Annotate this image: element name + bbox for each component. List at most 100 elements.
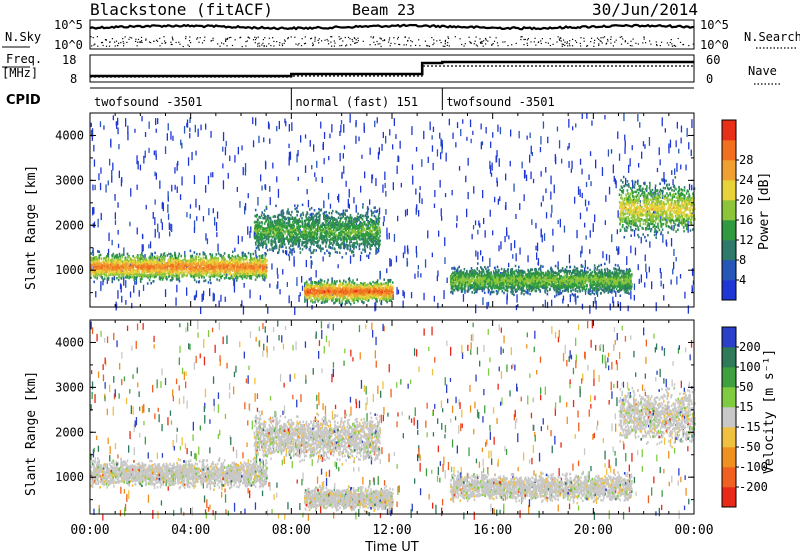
power-noise-cell <box>671 170 672 175</box>
power-noise-cell <box>580 159 581 165</box>
noise-search-dot <box>610 39 611 40</box>
power-noise-cell <box>267 306 268 313</box>
power-noise-cell <box>543 196 544 202</box>
power-noise-cell <box>374 121 375 127</box>
noise-search-dot <box>187 45 188 46</box>
noise-search-dot <box>445 40 446 41</box>
noise-search-dot <box>674 45 675 46</box>
power-echo-cell <box>236 261 238 264</box>
power-noise-cell <box>213 208 214 213</box>
noise-search-dot <box>469 41 470 42</box>
nave-label: Nave <box>748 64 777 78</box>
power-noise-cell <box>381 144 382 151</box>
power-noise-cell <box>551 205 552 213</box>
power-echo-cell <box>128 260 130 263</box>
power-noise-cell <box>432 145 433 151</box>
power-echo-cell <box>140 266 142 269</box>
power-noise-cell <box>112 240 113 245</box>
noise-search-dot <box>460 38 461 39</box>
power-echo-cell <box>218 271 220 274</box>
power-echo-cell <box>211 274 213 277</box>
power-noise-cell <box>586 114 587 119</box>
power-noise-cell <box>205 124 206 130</box>
power-noise-cell <box>149 122 150 129</box>
power-noise-cell <box>492 230 493 235</box>
power-noise-cell <box>209 288 210 296</box>
power-noise-cell <box>238 147 239 155</box>
power-noise-cell <box>498 199 499 205</box>
power-echo-cell <box>229 262 231 265</box>
noise-search-dot <box>485 43 486 44</box>
noise-search-dot <box>483 46 484 47</box>
power-echo-cell <box>117 264 119 267</box>
noise-search-dot <box>266 46 267 47</box>
power-echo-cell <box>222 269 224 272</box>
power-noise-cell <box>364 123 365 131</box>
power-noise-cell <box>289 157 290 166</box>
noise-search-dot <box>345 45 346 46</box>
power-echo-cell <box>246 262 248 265</box>
power-echo-cell <box>379 217 381 220</box>
power-noise-cell <box>434 190 435 197</box>
power-noise-cell <box>468 158 469 166</box>
noise-search-dot <box>611 36 612 37</box>
power-noise-cell <box>210 173 211 178</box>
power-echo-cell <box>227 274 229 277</box>
noise-search-dot <box>115 45 116 46</box>
power-noise-cell <box>439 133 440 139</box>
power-echo-cell <box>167 254 169 257</box>
noise-search-dot <box>170 42 171 43</box>
power-echo-cell <box>136 262 138 265</box>
noise-search-dot <box>262 43 263 44</box>
noise-search-dot <box>404 44 405 45</box>
noise-search-dot <box>540 40 541 41</box>
power-noise-cell <box>205 233 206 240</box>
power-noise-cell <box>272 163 273 169</box>
power-noise-cell <box>441 208 442 216</box>
power-echo-cell <box>269 248 271 251</box>
noise-search-dot <box>328 43 329 44</box>
noise-search-dot <box>225 38 226 39</box>
noise-search-dot <box>432 44 433 45</box>
power-echo-cell <box>133 262 135 265</box>
power-noise-cell <box>665 128 666 132</box>
power-echo-cell <box>375 247 377 250</box>
power-noise-cell <box>486 302 487 309</box>
power-noise-cell <box>673 262 674 269</box>
power-echo-cell <box>186 268 188 271</box>
power-echo-cell <box>171 255 173 257</box>
noise-search-dot <box>603 37 604 38</box>
power-noise-cell <box>651 281 652 289</box>
power-echo-cell <box>162 270 164 273</box>
noise-search-dot <box>591 38 592 39</box>
power-echo-cell <box>310 252 312 255</box>
power-echo-cell <box>120 270 122 273</box>
power-echo-cell <box>112 280 114 283</box>
power-noise-cell <box>407 209 408 216</box>
power-noise-cell <box>540 136 541 144</box>
power-noise-cell <box>628 165 629 173</box>
power-noise-cell <box>623 113 624 121</box>
power-noise-cell <box>279 289 280 294</box>
nave-tick-bottom: 0 <box>706 72 713 86</box>
noise-search-dot <box>644 39 645 40</box>
noise-search-dot <box>176 42 177 43</box>
power-echo-cell <box>244 275 246 278</box>
power-noise-cell <box>536 252 537 259</box>
noise-search-dot <box>486 40 487 41</box>
power-noise-cell <box>462 119 463 123</box>
power-noise-cell <box>112 163 113 171</box>
freq-panel: Freq. [MHz] 18 8 60 0 Nave <box>2 52 782 86</box>
power-echo-cell <box>198 268 200 271</box>
power-echo-cell <box>309 208 311 211</box>
power-echo-cell <box>133 274 135 277</box>
power-echo-cell <box>286 222 288 225</box>
power-echo-cell <box>316 216 318 219</box>
power-noise-cell <box>505 205 506 209</box>
noise-search-dot <box>339 36 340 37</box>
noise-search-dot <box>93 37 94 38</box>
power-noise-cell <box>617 248 618 255</box>
power-echo-cell <box>154 276 156 279</box>
power-noise-cell <box>143 156 144 164</box>
power-echo-cell <box>96 270 98 273</box>
